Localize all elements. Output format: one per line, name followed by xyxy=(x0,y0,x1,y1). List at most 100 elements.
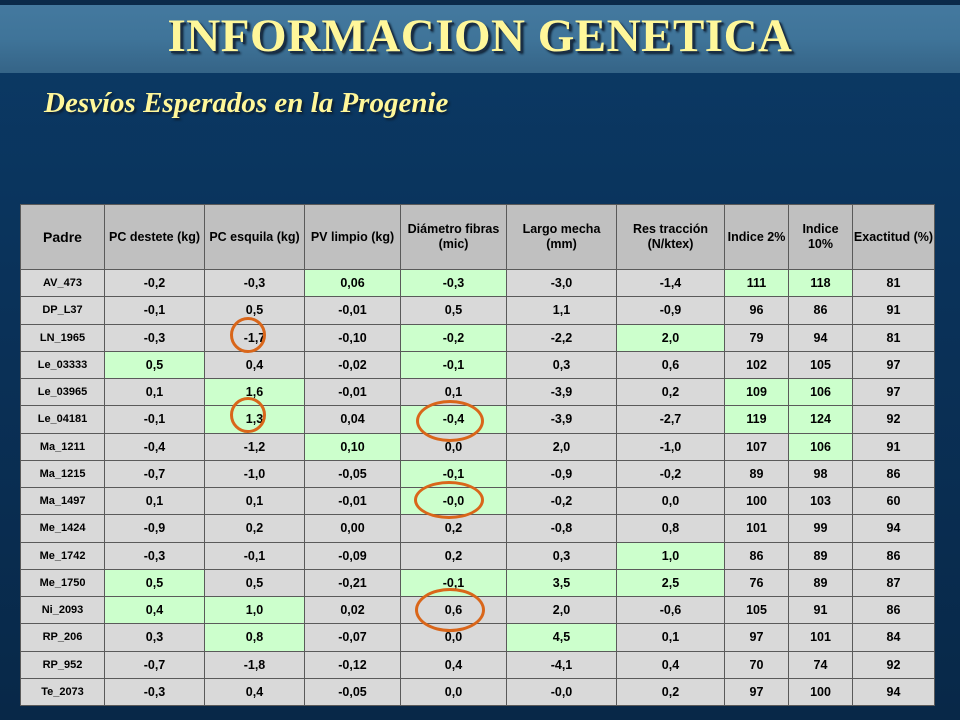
value-cell: 2,0 xyxy=(616,323,725,352)
value-cell: 107 xyxy=(724,432,789,461)
value-cell: 101 xyxy=(724,514,789,543)
value-cell: -0,8 xyxy=(506,514,617,543)
padre-cell: Le_03965 xyxy=(20,377,105,407)
padre-cell: Ma_1211 xyxy=(20,432,105,461)
table-row: Ma_1211 -0,4 -1,2 0,10 0,0 2,0 -1,0 107 106 91 xyxy=(20,432,935,461)
value-cell: 81 xyxy=(852,323,935,352)
header-pc-esquila: PC esquila (kg) xyxy=(204,204,305,270)
value-cell: -0,4 xyxy=(400,405,507,434)
value-cell: -0,10 xyxy=(304,323,401,352)
value-cell: 86 xyxy=(852,541,935,570)
header-padre: Padre xyxy=(20,204,105,270)
value-cell: 119 xyxy=(724,405,789,434)
value-cell: 89 xyxy=(724,459,789,489)
value-cell: 0,1 xyxy=(204,486,305,516)
value-cell: 0,04 xyxy=(304,405,401,434)
value-cell: 86 xyxy=(852,459,935,489)
value-cell: 60 xyxy=(852,486,935,516)
header-exactitud: Exactitud (%) xyxy=(852,204,935,270)
padre-cell: Me_1750 xyxy=(20,568,105,598)
value-cell: 84 xyxy=(852,623,935,652)
value-cell: 91 xyxy=(852,432,935,461)
padre-cell: RP_206 xyxy=(20,623,105,652)
value-cell: 105 xyxy=(724,595,789,625)
table-row: Le_03333 0,5 0,4 -0,02 -0,1 0,3 0,6 102 105 97 xyxy=(20,350,935,380)
value-cell: 89 xyxy=(788,541,853,570)
value-cell: 92 xyxy=(852,650,935,679)
value-cell: -0,3 xyxy=(400,268,507,298)
value-cell: 0,2 xyxy=(400,514,507,543)
value-cell: 0,1 xyxy=(104,486,205,516)
value-cell: 0,8 xyxy=(616,514,725,543)
value-cell: 2,5 xyxy=(616,568,725,598)
header-res-traccion: Res tracción (N/ktex) xyxy=(616,204,725,270)
value-cell: -0,01 xyxy=(304,486,401,516)
value-cell: 4,5 xyxy=(506,623,617,652)
value-cell: -0,3 xyxy=(104,323,205,352)
value-cell: 91 xyxy=(852,296,935,325)
value-cell: 2,0 xyxy=(506,432,617,461)
value-cell: -0,2 xyxy=(506,486,617,516)
value-cell: -0,9 xyxy=(104,514,205,543)
value-cell: 0,4 xyxy=(204,350,305,380)
value-cell: 81 xyxy=(852,268,935,298)
value-cell: 0,00 xyxy=(304,514,401,543)
value-cell: 0,0 xyxy=(400,623,507,652)
table-row: Ma_1215 -0,7 -1,0 -0,05 -0,1 -0,9 -0,2 89 98 86 xyxy=(20,459,935,489)
padre-cell: Ma_1215 xyxy=(20,459,105,489)
table-row: AV_473 -0,2 -0,3 0,06 -0,3 -3,0 -1,4 111 118 81 xyxy=(20,268,935,298)
value-cell: 0,2 xyxy=(616,677,725,707)
padre-cell: Me_1742 xyxy=(20,541,105,570)
value-cell: 98 xyxy=(788,459,853,489)
value-cell: -0,05 xyxy=(304,677,401,707)
table-row: Me_1750 0,5 0,5 -0,21 -0,1 3,5 2,5 76 89 87 xyxy=(20,568,935,598)
table-row: DP_L37 -0,1 0,5 -0,01 0,5 1,1 -0,9 96 86 91 xyxy=(20,296,935,325)
value-cell: 0,5 xyxy=(104,350,205,380)
value-cell: 0,0 xyxy=(400,677,507,707)
value-cell: 0,06 xyxy=(304,268,401,298)
value-cell: 0,5 xyxy=(104,568,205,598)
table-row: Me_1424 -0,9 0,2 0,00 0,2 -0,8 0,8 101 99 94 xyxy=(20,514,935,543)
value-cell: 0,0 xyxy=(616,486,725,516)
value-cell: -0,3 xyxy=(204,268,305,298)
value-cell: 86 xyxy=(852,595,935,625)
value-cell: 101 xyxy=(788,623,853,652)
value-cell: -0,01 xyxy=(304,296,401,325)
value-cell: -3,0 xyxy=(506,268,617,298)
value-cell: 97 xyxy=(724,623,789,652)
value-cell: 1,3 xyxy=(204,405,305,434)
value-cell: 89 xyxy=(788,568,853,598)
value-cell: -1,8 xyxy=(204,650,305,679)
value-cell: 100 xyxy=(724,486,789,516)
value-cell: 106 xyxy=(788,377,853,407)
value-cell: 118 xyxy=(788,268,853,298)
padre-cell: Ni_2093 xyxy=(20,595,105,625)
value-cell: 0,5 xyxy=(400,296,507,325)
slide-subtitle: Desvíos Esperados en la Progenie xyxy=(44,87,449,119)
value-cell: -1,0 xyxy=(616,432,725,461)
value-cell: -3,9 xyxy=(506,377,617,407)
value-cell: 0,4 xyxy=(616,650,725,679)
value-cell: 124 xyxy=(788,405,853,434)
table-header-row: Padre PC destete (kg) PC esquila (kg) PV… xyxy=(20,204,935,270)
table-row: Le_03965 0,1 1,6 -0,01 0,1 -3,9 0,2 109 106 97 xyxy=(20,377,935,407)
table-row: RP_206 0,3 0,8 -0,07 0,0 4,5 0,1 97 101 84 xyxy=(20,623,935,652)
value-cell: 0,3 xyxy=(506,350,617,380)
header-diametro: Diámetro fibras (mic) xyxy=(400,204,507,270)
value-cell: 0,2 xyxy=(204,514,305,543)
value-cell: 0,2 xyxy=(616,377,725,407)
value-cell: -1,7 xyxy=(204,323,305,352)
padre-cell: AV_473 xyxy=(20,268,105,298)
table-row: Le_04181 -0,1 1,3 0,04 -0,4 -3,9 -2,7 119 124 92 xyxy=(20,405,935,434)
value-cell: 0,6 xyxy=(400,595,507,625)
value-cell: 97 xyxy=(852,350,935,380)
value-cell: -0,07 xyxy=(304,623,401,652)
value-cell: -0,1 xyxy=(400,568,507,598)
value-cell: 0,5 xyxy=(204,568,305,598)
value-cell: -0,2 xyxy=(616,459,725,489)
value-cell: 111 xyxy=(724,268,789,298)
value-cell: 0,5 xyxy=(204,296,305,325)
value-cell: 0,3 xyxy=(506,541,617,570)
value-cell: 0,8 xyxy=(204,623,305,652)
padre-cell: LN_1965 xyxy=(20,323,105,352)
